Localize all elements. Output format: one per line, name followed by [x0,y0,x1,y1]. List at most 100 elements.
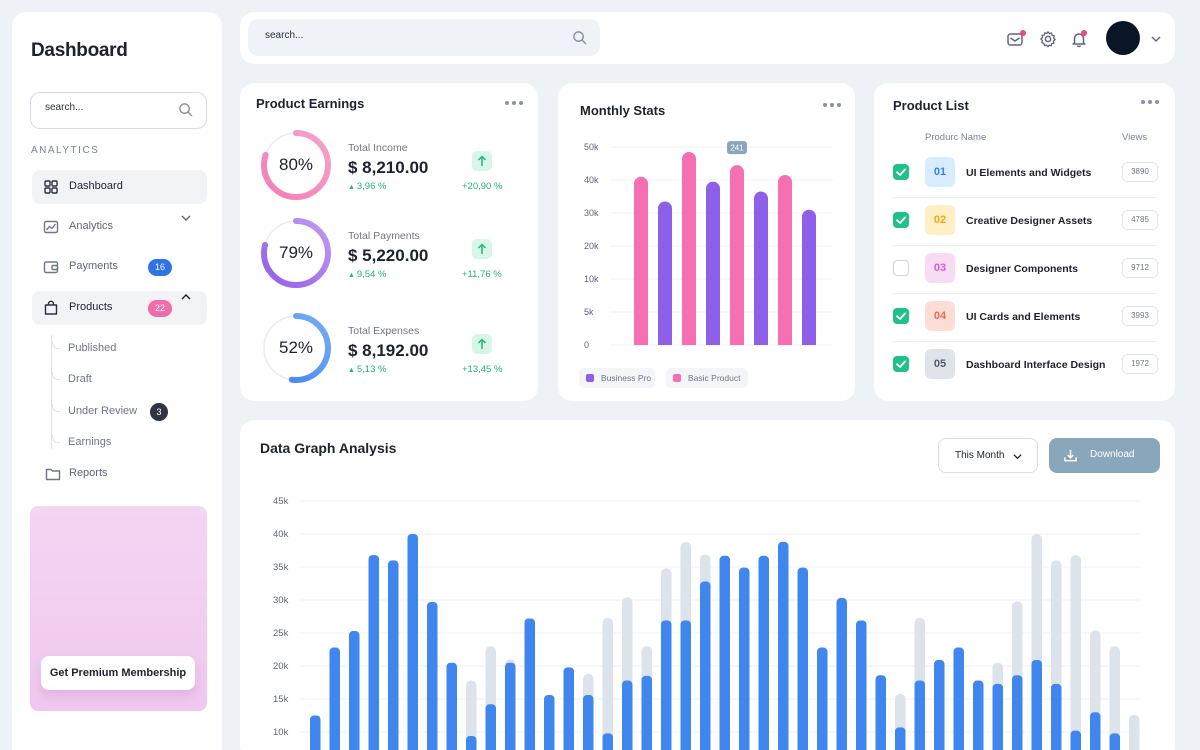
bar-back[interactable] [602,617,614,750]
bar[interactable] [730,165,744,345]
bar-front[interactable] [778,541,789,750]
more-icon[interactable] [822,102,842,108]
bar-front[interactable] [836,598,848,750]
top-search-input[interactable] [265,30,545,41]
bar-front[interactable] [349,631,360,750]
bar-front[interactable] [407,534,419,750]
sidebar-item-dashboard[interactable]: Dashboard [32,170,207,204]
bar-front[interactable] [895,727,906,750]
chart-icon [43,220,59,234]
bar-front[interactable] [329,647,341,750]
bar-front[interactable] [797,567,809,750]
legend-business-pro[interactable]: Business Pro [579,368,655,388]
period-select[interactable]: This Month [938,438,1038,473]
bar-front[interactable] [485,704,497,750]
y-tick-label: 30k [273,595,289,606]
check-icon [896,168,906,176]
bar-front[interactable] [953,647,965,750]
bar-front[interactable] [1051,683,1062,750]
bar[interactable] [706,181,720,345]
bar-front[interactable] [505,662,516,750]
bar-front[interactable] [1031,660,1043,750]
row-checkbox[interactable] [893,356,909,372]
sidebar-search[interactable] [30,92,207,129]
bar-front[interactable] [524,618,536,750]
bar-front[interactable] [466,735,477,750]
search-icon[interactable] [178,102,193,117]
submenu-tick [52,372,60,380]
bar-back[interactable] [1129,714,1140,750]
bar[interactable] [754,191,768,345]
bar-back[interactable] [1070,555,1082,750]
bar-front[interactable] [388,560,399,750]
bar[interactable] [658,201,672,345]
bar-front[interactable] [1109,733,1121,750]
bar-front[interactable] [602,733,614,750]
chevron-down-icon[interactable] [1150,33,1162,45]
bar-front[interactable] [875,675,887,750]
chevron-down-icon[interactable] [180,212,192,224]
bar[interactable] [634,176,648,345]
bar-back[interactable] [466,680,477,750]
row-checkbox[interactable] [893,260,909,276]
avatar[interactable] [1106,21,1140,55]
bar-front[interactable] [1090,712,1101,750]
bar-front[interactable] [563,667,575,750]
bar-front[interactable] [719,555,731,750]
y-tick-label: 10k [273,727,289,738]
bar-front[interactable] [310,715,321,750]
more-icon[interactable] [1140,99,1160,105]
bar-front[interactable] [622,680,633,750]
y-tick-label: 45k [273,496,289,507]
stat-label: Total Income [348,142,408,154]
bar[interactable] [802,209,816,345]
bar-front[interactable] [680,620,692,750]
bar-front[interactable] [817,647,828,750]
bar-front[interactable] [661,620,672,750]
y-tick-label: 40k [584,175,599,185]
bar-front[interactable] [583,695,594,750]
bar-front[interactable] [934,660,945,750]
product-number: 01 [925,157,955,187]
mail-icon[interactable] [1006,30,1024,48]
legend-basic-product[interactable]: Basic Product [666,368,748,388]
bar-front[interactable] [856,620,867,750]
tooltip-value: 241 [730,144,744,153]
sidebar-item-analytics[interactable]: Analytics [32,210,207,244]
bar-front[interactable] [427,601,438,750]
row-checkbox[interactable] [893,308,909,324]
bar-front[interactable] [1070,730,1082,750]
submenu-item-draft[interactable]: Draft [68,373,92,385]
bar-front[interactable] [1012,675,1023,750]
bar-front[interactable] [758,555,770,750]
submenu-item-earnings[interactable]: Earnings [68,436,112,448]
bar-front[interactable] [368,555,380,750]
bar-front[interactable] [544,695,555,750]
bar[interactable] [778,175,792,345]
sidebar-search-input[interactable] [45,102,175,113]
sidebar-item-payments[interactable]: Payments 16 [32,250,207,284]
sidebar-item-products[interactable]: Products 22 [32,291,207,325]
trend-up-badge [472,151,492,171]
row-checkbox[interactable] [893,212,909,228]
search-icon[interactable] [572,30,587,45]
chevron-up-icon[interactable] [180,291,192,303]
bar[interactable] [682,151,696,345]
bar-front[interactable] [446,662,458,750]
top-search[interactable] [248,19,600,56]
bar-front[interactable] [973,680,984,750]
bar-front[interactable] [700,581,711,750]
bar-front[interactable] [641,675,653,750]
bar-back[interactable] [1109,646,1121,750]
more-icon[interactable] [504,100,524,106]
submenu-item-published[interactable]: Published [68,342,117,354]
bar-front[interactable] [914,680,926,750]
submenu-item-under-review[interactable]: Under Review [68,405,138,417]
row-checkbox[interactable] [893,164,909,180]
gear-icon[interactable] [1039,30,1057,48]
sidebar-item-reports[interactable]: Reports [32,457,207,491]
bar-front[interactable] [739,567,750,750]
premium-membership-button[interactable]: Get Premium Membership [41,656,195,690]
bar-front[interactable] [992,683,1004,750]
download-button[interactable]: Download [1049,438,1160,473]
